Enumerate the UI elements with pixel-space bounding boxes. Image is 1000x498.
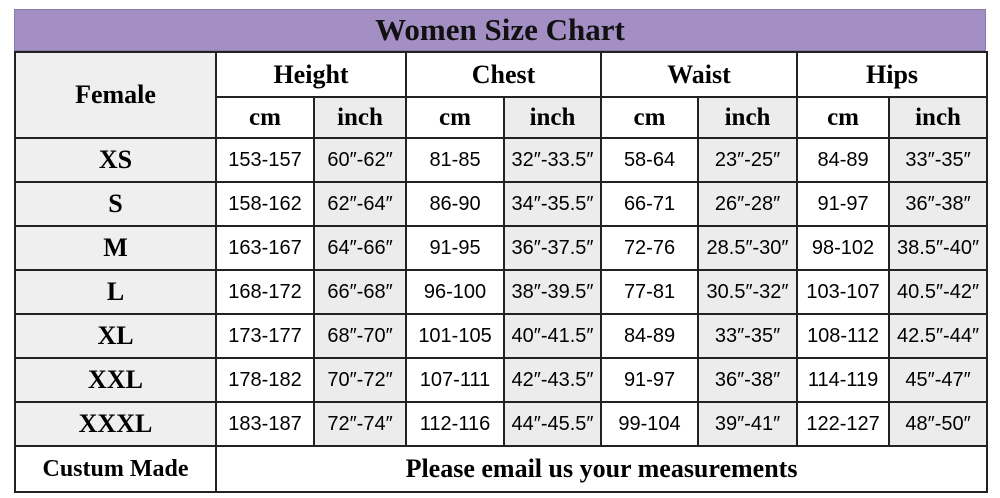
size-cell: 40″-41.5″ [503,313,603,359]
custom-row: Custum Made Please email us your measurem… [14,445,989,493]
size-cell: 64″-66″ [312,225,408,271]
group-header-waist: Waist [600,51,799,98]
size-cell: 32″-33.5″ [503,137,603,183]
size-cell: 66″-68″ [312,269,408,315]
size-cell: 72-76 [600,225,700,271]
size-cell: 28.5″-30″ [697,225,799,271]
size-cell: 70″-72″ [312,357,408,403]
size-cell: 33″-35″ [888,137,989,183]
size-cell: 108-112 [796,313,891,359]
size-cell: 36″-38″ [697,357,799,403]
size-cell: 81-85 [405,137,506,183]
chart-title: Women Size Chart [14,9,986,51]
size-cell: 58-64 [600,137,700,183]
size-cell: 183-187 [215,401,315,447]
size-cell: 40.5″-42″ [888,269,989,315]
size-cell: 72″-74″ [312,401,408,447]
size-cell: 122-127 [796,401,891,447]
size-label: XXL [14,357,217,403]
size-cell: 153-157 [215,137,315,183]
size-cell: 158-162 [215,181,315,227]
unit-header: inch [312,96,408,139]
table-row: XXL 178-182 70″-72″ 107-111 42″-43.5″ 91-97 36… [14,357,989,403]
table-row: M 163-167 64″-66″ 91-95 36″-37.5″ 72-76 28.5″-… [14,225,989,271]
unit-header: inch [697,96,799,139]
group-header-chest: Chest [405,51,603,98]
size-cell: 168-172 [215,269,315,315]
size-cell: 77-81 [600,269,700,315]
size-cell: 45″-47″ [888,357,989,403]
table-row: S 158-162 62″-64″ 86-90 34″-35.5″ 66-71 26″-28… [14,181,989,227]
size-label: XS [14,137,217,183]
size-cell: 101-105 [405,313,506,359]
group-header-height: Height [214,51,408,98]
size-cell: 60″-62″ [312,137,408,183]
size-label: XL [14,313,217,359]
size-cell: 36″-38″ [888,181,989,227]
size-label: M [14,225,217,271]
custom-label: Custum Made [14,445,217,493]
unit-header: inch [888,96,989,139]
unit-header: cm [215,96,315,139]
corner-header: Female [14,51,217,139]
size-cell: 66-71 [600,181,700,227]
size-cell: 91-97 [796,181,891,227]
size-cell: 44″-45.5″ [503,401,603,447]
size-cell: 38″-39.5″ [503,269,603,315]
size-cell: 99-104 [600,401,700,447]
size-cell: 91-95 [405,225,506,271]
size-cell: 48″-50″ [888,401,989,447]
size-cell: 84-89 [600,313,700,359]
table-row: L 168-172 66″-68″ 96-100 38″-39.5″ 77-81 30.5″… [14,269,989,315]
size-label: S [14,181,217,227]
size-cell: 86-90 [405,181,506,227]
size-cell: 36″-37.5″ [503,225,603,271]
size-cell: 91-97 [600,357,700,403]
size-cell: 33″-35″ [697,313,799,359]
size-label: XXXL [14,401,217,447]
table-row: XXXL 183-187 72″-74″ 112-116 44″-45.5″ 99-104… [14,401,989,447]
unit-header: cm [600,96,700,139]
size-cell: 114-119 [796,357,891,403]
size-cell: 178-182 [215,357,315,403]
size-cell: 23″-25″ [697,137,799,183]
size-cell: 42″-43.5″ [503,357,603,403]
size-cell: 38.5″-40″ [888,225,989,271]
size-cell: 68″-70″ [312,313,408,359]
size-cell: 163-167 [215,225,315,271]
size-cell: 26″-28″ [697,181,799,227]
size-cell: 98-102 [796,225,891,271]
size-cell: 103-107 [796,269,891,315]
size-cell: 84-89 [796,137,891,183]
size-cell: 42.5″-44″ [888,313,989,359]
size-cell: 107-111 [405,357,506,403]
size-cell: 173-177 [215,313,315,359]
table-row: XS 153-157 60″-62″ 81-85 32″-33.5″ 58-64 23″-2… [14,137,989,183]
size-label: L [14,269,217,315]
size-cell: 62″-64″ [312,181,408,227]
size-table: Female Height Chest Waist Hips cm inch cm i… [14,51,989,493]
unit-header: inch [503,96,603,139]
custom-message: Please email us your measurements [214,445,989,493]
size-cell: 112-116 [405,401,506,447]
unit-header: cm [405,96,506,139]
size-cell: 34″-35.5″ [503,181,603,227]
size-cell: 39″-41″ [697,401,799,447]
size-cell: 96-100 [405,269,506,315]
table-row: XL 173-177 68″-70″ 101-105 40″-41.5″ 84-89 33″… [14,313,989,359]
unit-header: cm [796,96,891,139]
size-cell: 30.5″-32″ [697,269,799,315]
group-header-hips: Hips [796,51,989,98]
